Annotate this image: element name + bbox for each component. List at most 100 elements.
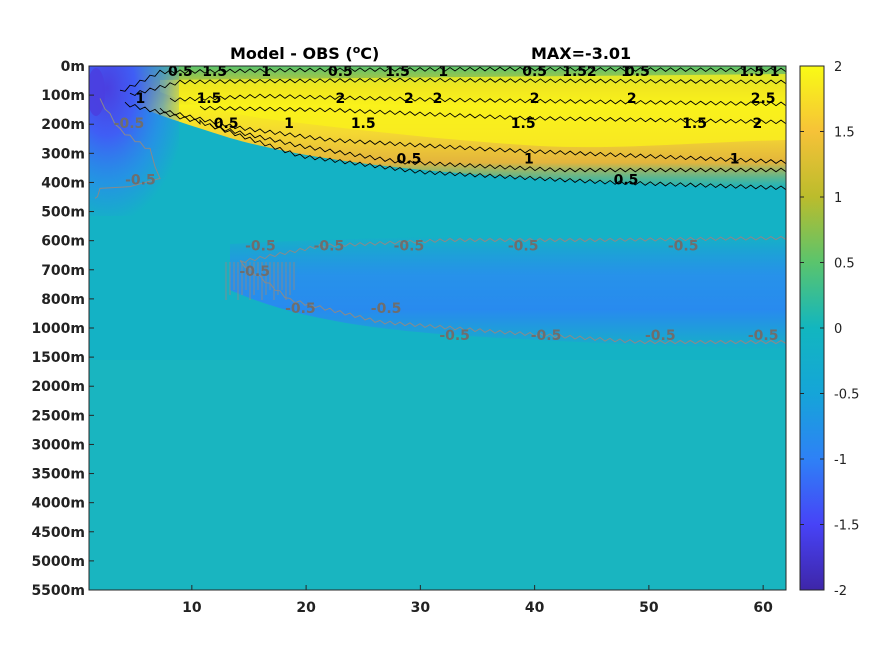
- y-tick-label: 2000m: [31, 379, 85, 395]
- cold-contour-label: -0.5: [285, 301, 316, 317]
- y-tick-label: 500m: [41, 205, 85, 221]
- warm-contour-label: 2: [530, 91, 540, 107]
- y-tick-label: 1500m: [31, 350, 85, 366]
- warm-contour-label: 0.5: [625, 64, 650, 80]
- warm-contour-label: 2.5: [751, 91, 776, 107]
- warm-contour-line: [124, 101, 786, 191]
- warm-contour-label: 0.5: [614, 172, 639, 188]
- cold-contour-line: [239, 260, 786, 345]
- colorbar-tick-label: 0: [834, 322, 842, 337]
- cold-contour-label: -0.5: [371, 301, 402, 317]
- y-tick-label: 5000m: [31, 554, 85, 570]
- cold-contour-label: -0.5: [668, 239, 699, 255]
- warm-contour-label: 2: [753, 116, 763, 132]
- warm-contour-line: [129, 77, 786, 97]
- cold-contour-label: -0.5: [239, 264, 270, 280]
- x-tick-label: 10: [182, 600, 202, 616]
- warm-contour-label: 0.5: [168, 64, 193, 80]
- y-tick-label: 2500m: [31, 408, 85, 424]
- cold-contour-label: -0.5: [748, 328, 779, 344]
- y-tick-label: 0m: [61, 59, 85, 75]
- cold-contours: [94, 98, 786, 345]
- colorbar-tick-label: -0.5: [834, 388, 859, 403]
- y-tick-label: 100m: [41, 88, 85, 104]
- warm-contour-label: 1.5: [511, 116, 536, 132]
- x-tick-label: 40: [525, 600, 545, 616]
- x-tick-label: 20: [296, 600, 316, 616]
- warm-contour-label: 1: [770, 64, 780, 80]
- warm-contour-label: 1.5: [351, 116, 376, 132]
- warm-anomaly-core: [160, 74, 786, 148]
- chart-title: Model - OBS (oC): [230, 43, 379, 63]
- warm-contour-label: 0.5: [397, 151, 422, 167]
- warm-contour-line: [209, 123, 786, 173]
- cold-contour-label: -0.5: [531, 328, 562, 344]
- colorbar-tick-label: -2: [834, 584, 847, 599]
- warm-contour-label: 1: [730, 151, 740, 167]
- x-axis-ticks: 10 20 30 40 50 60: [182, 585, 773, 616]
- warm-contour-label: 2: [587, 64, 597, 80]
- colorbar-tick-label: 0.5: [834, 257, 855, 272]
- x-tick-label: 50: [639, 600, 659, 616]
- cold-contour-label: -0.5: [439, 328, 470, 344]
- cold-contour-line: [239, 235, 786, 264]
- y-tick-label: 300m: [41, 146, 85, 162]
- warm-contour-line: [169, 93, 786, 107]
- colorbar-ticks: -2 -1.5 -1 -0.5 0 0.5 1 1.5 2: [800, 60, 859, 599]
- cold-contour-label: -0.5: [314, 239, 345, 255]
- deep-layer-shading: [89, 360, 786, 590]
- colorbar-tick-label: 2: [834, 60, 842, 75]
- warm-contour-label: 1: [438, 64, 448, 80]
- cold-contour-label: -0.5: [508, 239, 539, 255]
- warm-contour-label: 1: [136, 91, 146, 107]
- surface-cold-spot: [89, 68, 105, 116]
- warm-contour-label: 2: [627, 91, 637, 107]
- warm-contours: [119, 66, 786, 191]
- y-tick-label: 800m: [41, 292, 85, 308]
- cold-contour-line: [94, 98, 161, 199]
- chart-subtitle: MAX=-3.01: [531, 44, 631, 63]
- warm-contour-label: 1.5: [197, 91, 222, 107]
- colorbar-tick-label: -1.5: [834, 519, 859, 534]
- y-tick-label: 400m: [41, 175, 85, 191]
- warm-contour-line: [199, 105, 786, 125]
- cold-contour-label: -0.5: [125, 172, 156, 188]
- warm-contour-label: 0.5: [522, 64, 547, 80]
- warm-contour-line: [159, 107, 786, 165]
- warm-contour-label: 1.5: [562, 64, 587, 80]
- x-tick-label: 60: [753, 600, 773, 616]
- warm-contour-label: 1: [284, 116, 294, 132]
- plot-area: 0.5 1.5 1 0.5 1.521 0.5 1.5 2 10.5 1.5 12.51 1.5 2 2 2…: [89, 64, 786, 590]
- warm-contour-labels: 0.5 1.5 1 0.5 1.521 0.5 1.5 2 10.5 1.5 12.51 1.5 2 2 2…: [136, 64, 780, 188]
- colorbar-tick-label: -1: [834, 453, 847, 468]
- colorbar-tick-label: 1.5: [834, 126, 855, 141]
- y-tick-label: 1000m: [31, 321, 85, 337]
- y-tick-label: 4000m: [31, 496, 85, 512]
- cold-contour-label: -0.5: [645, 328, 676, 344]
- y-tick-label: 600m: [41, 234, 85, 250]
- y-tick-label: 4500m: [31, 525, 85, 541]
- y-tick-label: 200m: [41, 117, 85, 133]
- warm-contour-label: 1.5: [739, 64, 764, 80]
- warm-contour-label: 1: [261, 64, 271, 80]
- warm-contour-label: 2: [433, 91, 443, 107]
- colorbar-tick-label: 1: [834, 191, 842, 206]
- cold-contour-label: -0.5: [245, 239, 276, 255]
- warm-contour-label: 1: [524, 151, 534, 167]
- warm-contour-label: 1: [621, 64, 631, 80]
- warm-contour-line: [119, 66, 786, 92]
- warm-contour-label: 0.5: [214, 116, 239, 132]
- cold-contour-label: -0.5: [394, 239, 425, 255]
- y-tick-label: 700m: [41, 263, 85, 279]
- cold-contour-label: -0.5: [114, 116, 145, 132]
- cold-contour-labels: -0.5 -0.5 -0.5 -0.5 -0.5 -0.5 -0.5 -0.5 -0.5 -0.5…: [114, 116, 779, 344]
- y-tick-label: 3500m: [31, 467, 85, 483]
- x-tick-label: 30: [411, 600, 431, 616]
- y-axis-ticks: 0m 100m 200m 300m 400m 500m 600m 700m 800m 1000m 1…: [31, 59, 94, 599]
- warm-contour-label: 1.5: [385, 64, 410, 80]
- warm-contour-label: 0.5: [328, 64, 353, 80]
- warm-contour-label: 1.5: [682, 116, 707, 132]
- y-tick-label: 3000m: [31, 437, 85, 453]
- warm-contour-label: 2: [336, 91, 346, 107]
